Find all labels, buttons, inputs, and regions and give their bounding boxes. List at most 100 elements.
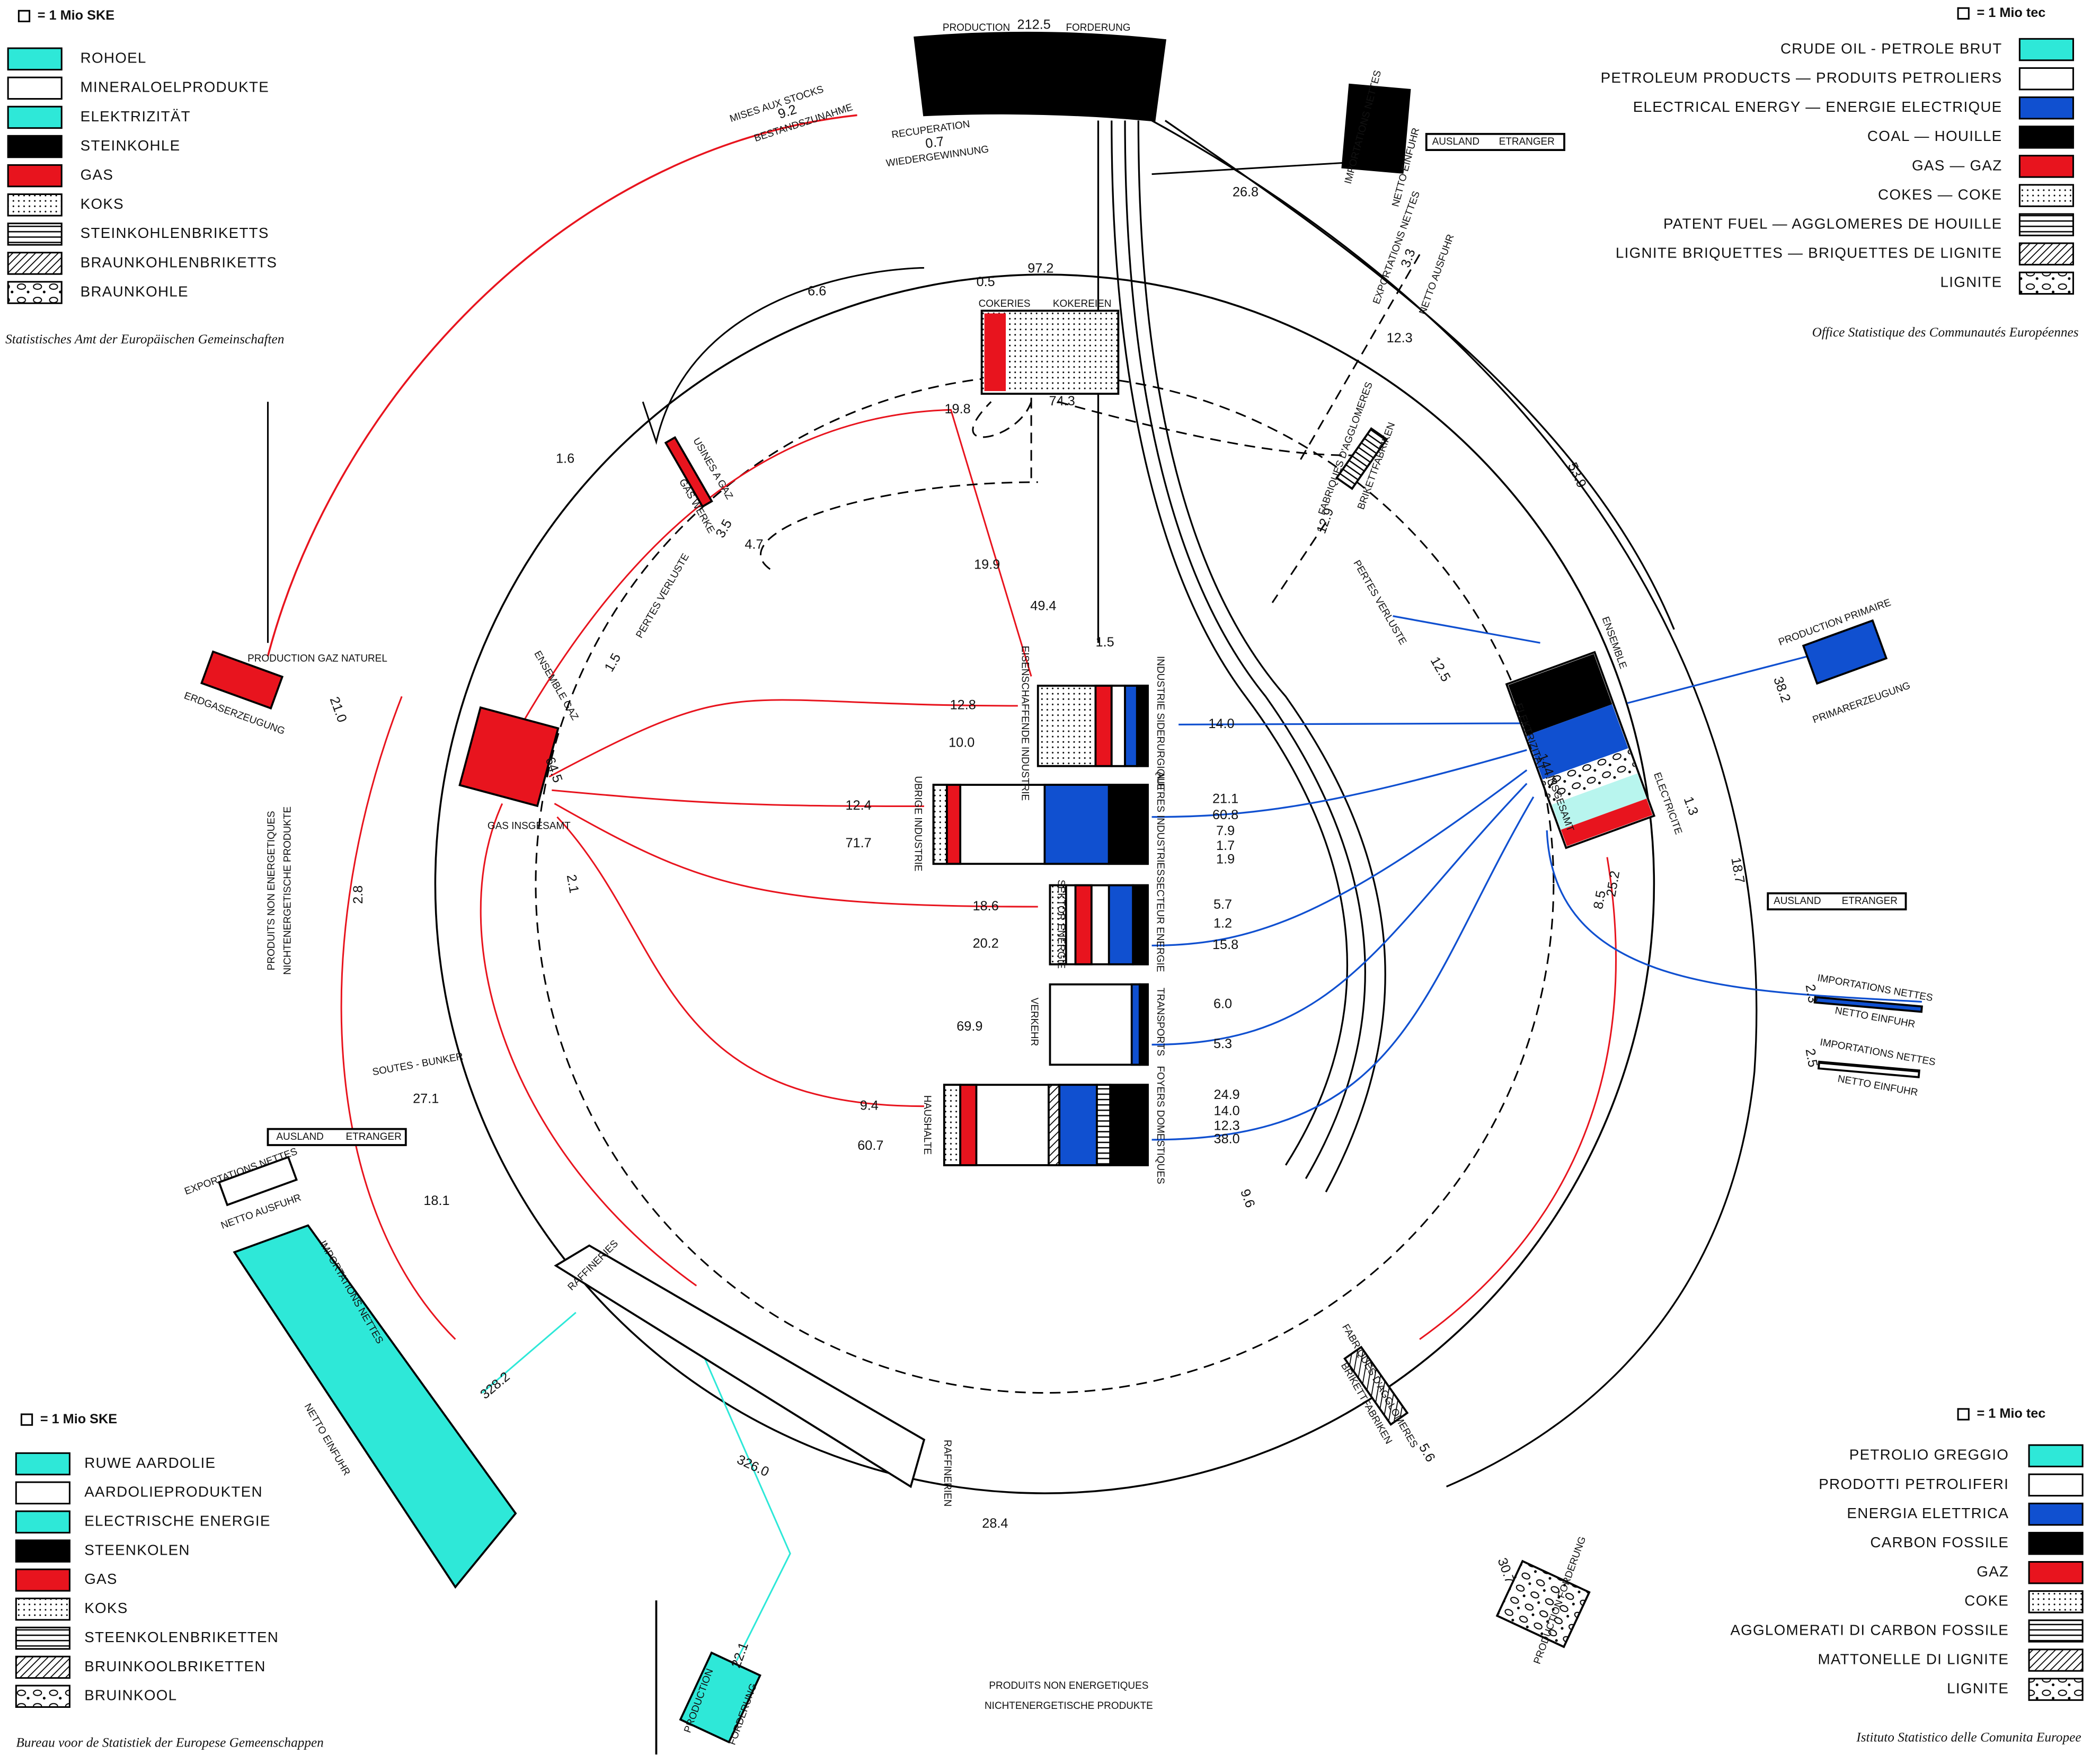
flow-label: AUSLAND xyxy=(276,1131,323,1142)
flow-label: UBRIGE INDUSTRIE xyxy=(912,776,923,871)
primary-electricity xyxy=(1802,619,1888,685)
flow-label: NETTO EINFUHR xyxy=(1837,1074,1919,1098)
legend-label: RUWE AARDOLIE xyxy=(84,1455,216,1471)
flow-black xyxy=(1124,120,1366,1179)
legend-swatch xyxy=(2028,1473,2084,1497)
flow-value: 1.9 xyxy=(1216,852,1235,866)
legend-label: ELECTRICAL ENERGY — ENERGIE ELECTRIQUE xyxy=(1633,99,2002,115)
legend-label: KOKS xyxy=(84,1600,128,1616)
flow-value: 1.5 xyxy=(1096,635,1114,650)
legend-label: BRAUNKOHLENBRIKETTS xyxy=(81,254,278,270)
gasworks xyxy=(664,436,713,508)
briquette-plant xyxy=(1335,427,1388,490)
legend-swatch xyxy=(15,1568,70,1592)
legend-swatch xyxy=(7,281,63,304)
flow-value: 21.0 xyxy=(327,695,350,724)
flow-value: 30.7 xyxy=(1495,1556,1518,1585)
flow-value: 1.7 xyxy=(1216,838,1235,853)
flow-label: NETTO AUSFUHR xyxy=(1417,233,1456,316)
flow-label: PERTES VERLUSTE xyxy=(1351,559,1408,647)
legend-label: GAS — GAZ xyxy=(1912,157,2002,173)
flow-red xyxy=(552,789,924,808)
legend-unit-box xyxy=(20,1413,33,1426)
legend-label: GAS xyxy=(84,1571,118,1587)
flow-value: 71.7 xyxy=(845,836,871,850)
flow-value: 60.7 xyxy=(857,1138,883,1153)
flow-dashed xyxy=(760,254,1421,604)
flow-blue xyxy=(1393,615,1922,1003)
legend-swatch xyxy=(7,223,63,246)
legend-label: STEENKOLEN xyxy=(84,1541,190,1558)
legend-unit: = 1 Mio tec xyxy=(1977,5,2045,20)
flow-value: 22.1 xyxy=(729,1641,751,1670)
legend-swatch xyxy=(2028,1678,2084,1701)
flow-value: 49.4 xyxy=(1030,599,1056,614)
legend-swatch xyxy=(2018,67,2074,91)
flow-value: 19.8 xyxy=(945,402,971,416)
legend-swatch xyxy=(2018,242,2074,265)
sector-industry xyxy=(932,784,1149,865)
legend-swatch xyxy=(2028,1531,2084,1555)
flow-black xyxy=(1137,120,1386,1193)
refineries xyxy=(554,1244,926,1488)
flow-value: 3.5 xyxy=(713,517,735,540)
legend-label: PETROLEUM PRODUCTS — PRODUITS PETROLIERS xyxy=(1601,69,2002,86)
legend-label: MINERALOELPRODUKTE xyxy=(81,79,269,95)
flow-value: 18.1 xyxy=(423,1193,449,1208)
legend-swatch xyxy=(2028,1619,2084,1643)
flow-value: 9.4 xyxy=(860,1098,879,1113)
flow-value: 4.7 xyxy=(745,537,763,552)
coal-imports xyxy=(1341,83,1411,174)
legend-swatch xyxy=(2028,1561,2084,1584)
flow-value: 12.3 xyxy=(1214,1118,1240,1133)
flow-value: 14.0 xyxy=(1214,1103,1240,1118)
legend-label: ENERGIA ELETTRICA xyxy=(1847,1505,2009,1521)
flow-value: 2.3 xyxy=(1803,983,1821,1004)
flow-label: VERKEHR xyxy=(1029,998,1040,1047)
electricity-imports xyxy=(1813,996,1923,1013)
legend-swatch xyxy=(15,1481,70,1505)
flow-value: 2.1 xyxy=(564,873,582,894)
flow-value: 60.8 xyxy=(1212,808,1238,822)
flow-label: PERTES VERLUSTE xyxy=(634,552,692,640)
sector-energy xyxy=(1049,884,1149,965)
source: Istituto Statistico delle Comunita Europ… xyxy=(1856,1730,2081,1744)
flow-value: 5.6 xyxy=(1416,1441,1438,1464)
flow-value: 328.2 xyxy=(477,1369,512,1402)
sector-transport xyxy=(1049,983,1149,1066)
flow-value: 6.6 xyxy=(808,284,826,299)
flow-value: 10.0 xyxy=(949,735,974,750)
legend-label: KOKS xyxy=(81,196,124,212)
lignite-production xyxy=(1495,1559,1591,1648)
flow-value: 1.6 xyxy=(556,451,574,466)
legend-swatch xyxy=(7,105,63,129)
legend-swatch xyxy=(7,252,63,275)
legend-swatch xyxy=(2028,1590,2084,1614)
flow-value: 1.3 xyxy=(1681,795,1701,818)
flow-black xyxy=(1151,120,1758,1487)
flow-label: ETRANGER xyxy=(1499,136,1555,147)
legend-label: CRUDE OIL - PETROLE BRUT xyxy=(1780,40,2002,57)
flow-value: 8.5 xyxy=(1591,890,1609,910)
flow-value: 28.4 xyxy=(982,1516,1008,1531)
legend-swatch xyxy=(7,47,63,70)
flow-value: 69.9 xyxy=(956,1019,982,1034)
legend-swatch xyxy=(2018,155,2074,178)
flow-cyan xyxy=(481,1311,791,1661)
flow-value: 212.5 xyxy=(1017,17,1051,32)
legend-swatch xyxy=(2018,184,2074,207)
legend-swatch xyxy=(7,164,63,188)
flow-value: 1.5 xyxy=(602,651,624,674)
flow-value: 38.2 xyxy=(1770,675,1793,704)
legend-label: COAL — HOUILLE xyxy=(1867,128,2002,144)
sector-steel xyxy=(1036,685,1149,767)
flow-red xyxy=(521,409,1032,724)
legend-swatch xyxy=(7,76,63,100)
natural-gas xyxy=(200,650,284,710)
flow-label: SOUTES - BUNKER xyxy=(371,1051,464,1078)
crude-imports xyxy=(233,1224,517,1589)
flow-value: 64.5 xyxy=(543,755,565,785)
legend-label: ROHOEL xyxy=(81,50,147,66)
